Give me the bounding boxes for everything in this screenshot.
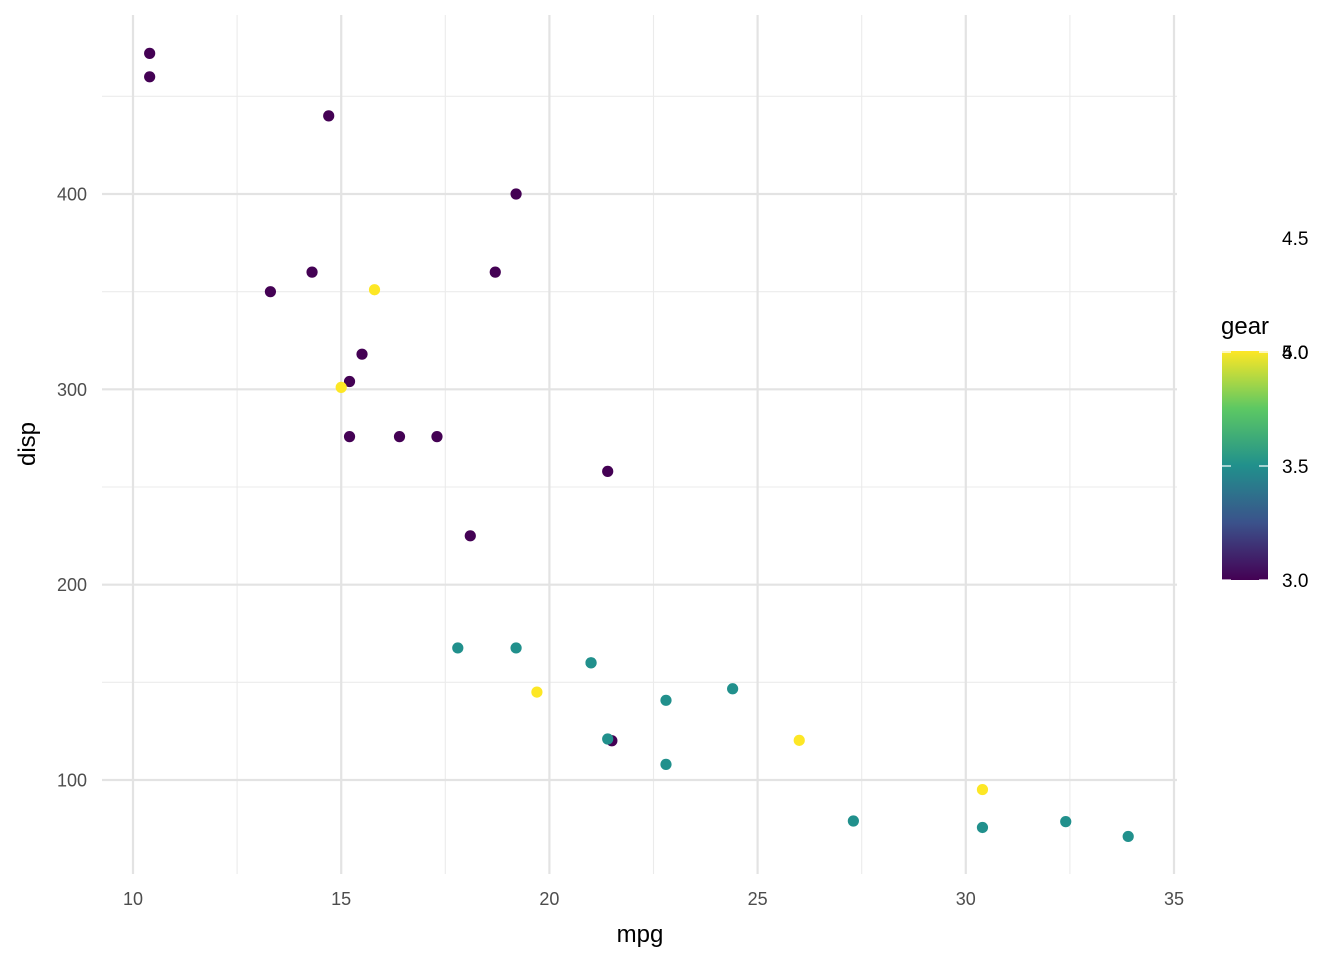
y-tick-label: 300	[57, 380, 87, 400]
data-point	[264, 286, 277, 298]
data-point	[585, 657, 597, 669]
y-axis-tick-labels: 100 200 300 400	[57, 185, 87, 791]
x-axis-title: mpg	[617, 921, 664, 948]
x-tick-label: 10	[123, 889, 143, 909]
data-point	[510, 188, 522, 200]
data-point	[976, 821, 989, 834]
data-point	[452, 642, 464, 654]
major-gridlines	[102, 15, 1177, 874]
data-point	[144, 71, 156, 83]
data-point	[489, 266, 501, 278]
colorbar-ticks: 3.0 3.5 4.0 4.5 5.0	[1222, 229, 1308, 592]
data-point	[144, 47, 156, 59]
data-point	[306, 266, 318, 278]
data-point	[1122, 830, 1134, 843]
colorbar-legend: gear 3.0 3.5 4.0 4.5 5.0	[1221, 229, 1308, 592]
y-tick-label: 200	[57, 575, 87, 595]
data-point	[343, 431, 356, 443]
x-axis-tick-labels: 10 15 20 25 30 35	[123, 889, 1184, 909]
data-point	[510, 642, 522, 654]
colorbar-tick-label: 3.0	[1282, 571, 1308, 592]
y-tick-label: 100	[57, 771, 87, 791]
y-axis-title: disp	[14, 422, 41, 466]
data-point	[368, 284, 381, 296]
data-point	[431, 431, 443, 443]
data-point	[343, 375, 356, 388]
x-tick-label: 30	[956, 889, 976, 909]
data-point	[1060, 816, 1072, 828]
data-point	[323, 110, 335, 122]
data-point	[976, 783, 989, 796]
data-point	[727, 683, 739, 695]
x-tick-label: 35	[1164, 889, 1184, 909]
colorbar-tick-label: 4.5	[1282, 229, 1308, 250]
x-tick-label: 15	[331, 889, 351, 909]
y-tick-label: 400	[57, 185, 87, 205]
data-point	[356, 348, 368, 360]
colorbar-tick-label: 5.0	[1282, 343, 1308, 364]
colorbar-tick-label: 3.5	[1282, 457, 1308, 478]
minor-gridlines	[102, 15, 1177, 874]
data-points	[144, 47, 1134, 843]
data-point	[602, 465, 614, 477]
data-point	[793, 734, 805, 746]
data-point	[660, 758, 672, 770]
data-point	[847, 815, 859, 827]
data-point	[335, 381, 347, 393]
data-point	[464, 530, 476, 542]
colorbar-tick-label: 4.0	[1282, 343, 1308, 364]
x-tick-label: 25	[748, 889, 768, 909]
data-point	[660, 694, 672, 706]
data-point	[531, 686, 543, 698]
data-point	[602, 733, 614, 745]
data-point	[393, 431, 406, 443]
legend-title: gear	[1221, 313, 1269, 340]
x-tick-label: 20	[539, 889, 559, 909]
